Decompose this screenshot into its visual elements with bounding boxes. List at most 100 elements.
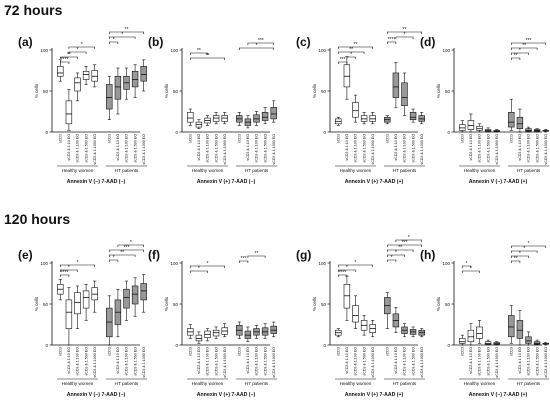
panel-a-box xyxy=(91,70,98,82)
panel-c-y-axis-label: % cells xyxy=(312,83,317,98)
panel-b-significance-label: ** xyxy=(206,53,210,59)
panel-e-significance-bracket xyxy=(109,259,119,262)
panel-b-significance-bracket xyxy=(190,52,208,55)
panel-g-box xyxy=(352,305,359,323)
panel-b-box xyxy=(253,114,260,123)
panel-e-box xyxy=(140,283,147,301)
panel-d-category-label: sCD3 & 1:10 EO xyxy=(469,134,473,161)
panel-e-category-label: sCD3 & 1:100 EO xyxy=(125,347,129,376)
panel-g-category-label: sCD3 & 1:1000 EO xyxy=(420,347,424,378)
panel-f-category-label: sCD3 & 1:100 EO xyxy=(255,347,259,376)
panel-a-box xyxy=(82,71,90,80)
panel-c-group-label: Healthy women xyxy=(340,168,372,173)
panel-c-significance-bracket xyxy=(338,61,348,64)
panel-h-category-label: sCD3 & 1:10 EO xyxy=(469,347,473,374)
panel-g-significance-label: ** xyxy=(398,245,402,251)
panel-c-category-label: sCD3 & 1:10 EO xyxy=(394,134,398,161)
panel-h-box xyxy=(525,336,532,344)
panel-e-significance-bracket xyxy=(60,274,70,277)
panel-h-category-label: sCD3 xyxy=(461,347,465,356)
panel-g-significance-bracket xyxy=(395,239,422,242)
panel-g-category-label: sCD3 & 1:10 EO xyxy=(345,347,349,374)
panel-b-significance-label: ** xyxy=(197,48,201,54)
panel-e-y-tick-label: 0 xyxy=(45,343,48,348)
panel-a-significance-bracket xyxy=(109,31,144,34)
panel-f-category-label: sCD3 & 1:1000 EO xyxy=(272,347,276,378)
panel-a-y-tick-label: 100 xyxy=(40,48,48,53)
panel-e-category-label: sCD3 & 1:1000 EO xyxy=(93,347,97,378)
panel-c-significance-label: **** xyxy=(388,37,396,43)
panel-g-y-tick-label: 50 xyxy=(321,302,327,307)
panel-h-box xyxy=(467,329,475,343)
panel-a-group-label: Healthy women xyxy=(62,168,94,173)
panel-b-box xyxy=(212,115,220,122)
panel-f-significance-label: * xyxy=(207,261,209,267)
panel-b-group-label: Healthy women xyxy=(192,168,224,173)
panel-e-y-tick-label: 100 xyxy=(40,261,48,266)
panel-h-significance-label: * xyxy=(523,246,525,252)
panel-g-group-label: HT patients xyxy=(393,381,417,386)
panel-a-significance-label: **** xyxy=(61,57,69,63)
panel-h-box xyxy=(533,341,541,345)
panel-f-label: (f) xyxy=(148,248,160,262)
panel-g-category-label: sCD3 & 1:1000 EO xyxy=(371,347,375,378)
panel-e-significance-label: * xyxy=(68,265,70,271)
panel-e-box xyxy=(106,307,113,338)
panel-c-box xyxy=(418,115,425,122)
panel-h-box xyxy=(459,338,466,344)
panel-d-significance-bracket xyxy=(511,42,546,45)
panel-a-significance-bracket xyxy=(109,36,136,39)
panel-f-x-axis-label: Annexin V (+) 7-AAD (−) xyxy=(197,392,256,398)
panel-d-significance-label: ** xyxy=(522,43,526,49)
panel-a-category-label: sCD3 xyxy=(108,134,112,143)
panel-c-category-label: sCD3 xyxy=(386,134,390,143)
panel-d-significance-bracket xyxy=(511,52,529,55)
panel-c-box xyxy=(401,82,408,107)
panel-h-significance-label: * xyxy=(528,241,530,247)
panel-b-category-label: sCD3 & 1:500 EO xyxy=(263,134,267,163)
panel-e-y-axis-label: % cells xyxy=(34,296,39,311)
panel-b-y-tick-label: 50 xyxy=(173,89,179,94)
panel-c-significance-bracket xyxy=(338,51,365,54)
panel-a-box xyxy=(57,66,64,77)
panel-e-category-label: sCD3 & 1:100 EO xyxy=(76,347,80,376)
panel-g-significance-label: * xyxy=(346,265,348,271)
panel-e-significance-label: * xyxy=(77,260,79,266)
panel-f-category-label: sCD3 xyxy=(238,347,242,356)
panel-f-box xyxy=(212,329,220,337)
panel-h-category-label: sCD3 & 1:10 EO xyxy=(518,347,522,374)
panel-a-box xyxy=(131,71,139,88)
panel-g-significance-label: * xyxy=(395,250,397,256)
section-title-72h: 72 hours xyxy=(4,2,63,18)
panel-g-category-label: sCD3 & 1:500 EO xyxy=(362,347,366,376)
panel-h-category-label: sCD3 & 1:1000 EO xyxy=(495,347,499,378)
panel-e-significance-bracket xyxy=(109,249,144,252)
panel-h-group-label: HT patients xyxy=(517,381,541,386)
panel-c-significance-bracket xyxy=(387,41,397,44)
panel-g-category-label: sCD3 & 1:100 EO xyxy=(354,347,358,376)
panel-g-y-axis-label: % cells xyxy=(312,296,317,311)
panel-c-category-label: sCD3 & 1:500 EO xyxy=(411,134,415,163)
panel-e-category-label: sCD3 & 1:500 EO xyxy=(84,347,88,376)
panel-c-x-axis-label: Annexin V (+) 7-AAD (+) xyxy=(345,179,404,185)
panel-e-significance-label: * xyxy=(113,255,115,261)
panel-a-significance-bracket xyxy=(68,51,87,54)
panel-h-box xyxy=(508,315,515,338)
panel-d-y-tick-label: 50 xyxy=(445,89,451,94)
panel-b-box xyxy=(261,112,269,121)
panel-d-label: (d) xyxy=(420,35,435,49)
panel-h-significance-bracket xyxy=(511,245,546,248)
panel-h-category-label: sCD3 xyxy=(510,347,514,356)
panel-d-category-label: sCD3 & 1:1000 EO xyxy=(495,134,499,165)
panel-h-y-axis-label: % cells xyxy=(436,296,441,311)
panel-h-box xyxy=(476,326,483,339)
panel-a-y-axis-label: % cells xyxy=(34,83,39,98)
panel-b-category-label: sCD3 & 1:1000 EO xyxy=(223,134,227,165)
panel-b-y-axis-label: % cells xyxy=(164,83,169,98)
panel-g-significance-bracket xyxy=(387,254,405,257)
panel-h-group-label: Healthy women xyxy=(464,381,496,386)
panel-d-box xyxy=(467,120,475,130)
panel-h-significance-label: * xyxy=(466,261,468,267)
panel-c-significance-bracket xyxy=(338,46,373,49)
